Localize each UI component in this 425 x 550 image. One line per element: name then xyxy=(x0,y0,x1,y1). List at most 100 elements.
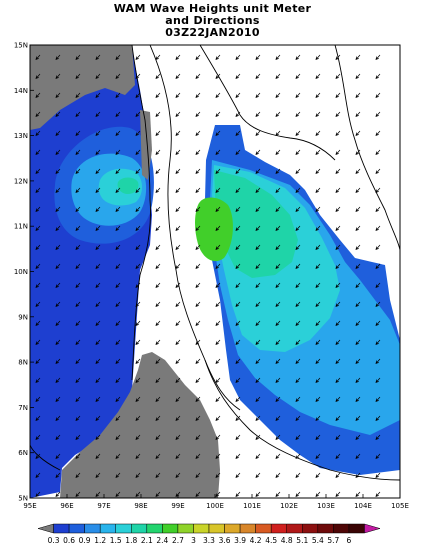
direction-arrow xyxy=(95,339,101,346)
direction-arrow xyxy=(215,149,221,156)
direction-arrow xyxy=(75,434,81,441)
direction-arrow xyxy=(35,472,41,479)
direction-arrow xyxy=(295,491,301,498)
direction-arrow xyxy=(35,339,41,346)
direction-arrow xyxy=(35,168,41,175)
direction-arrow xyxy=(335,149,341,156)
colorbar-swatch xyxy=(255,523,272,534)
lat-label-15N: 15N xyxy=(14,42,28,50)
direction-arrow xyxy=(195,187,201,194)
direction-arrow xyxy=(135,339,141,346)
direction-arrow xyxy=(135,187,141,194)
direction-arrow xyxy=(135,111,141,118)
direction-arrow xyxy=(195,320,201,327)
direction-arrow xyxy=(315,168,321,175)
direction-arrow xyxy=(215,263,221,270)
direction-arrow xyxy=(115,453,121,460)
direction-arrow xyxy=(275,453,281,460)
direction-arrow xyxy=(255,339,261,346)
direction-arrow xyxy=(315,358,321,365)
direction-arrow xyxy=(195,263,201,270)
direction-arrow xyxy=(155,320,161,327)
direction-arrow xyxy=(135,320,141,327)
direction-arrow xyxy=(235,206,241,213)
direction-arrow xyxy=(55,377,61,384)
direction-arrow xyxy=(295,168,301,175)
direction-arrow xyxy=(375,339,381,346)
colorbar-label-0.9: 0.9 xyxy=(79,536,91,545)
colorbar-swatch xyxy=(162,523,179,534)
direction-arrow xyxy=(135,472,141,479)
coastlines xyxy=(30,45,400,481)
direction-arrow xyxy=(95,396,101,403)
direction-arrow xyxy=(275,301,281,308)
direction-arrow xyxy=(335,491,341,498)
direction-arrow xyxy=(95,111,101,118)
direction-arrow xyxy=(295,130,301,137)
colorbar-swatch xyxy=(84,523,101,534)
direction-arrow xyxy=(335,168,341,175)
direction-arrow xyxy=(295,92,301,99)
colorbar-swatch xyxy=(348,523,365,534)
direction-arrow xyxy=(75,301,81,308)
direction-arrow xyxy=(295,73,301,80)
direction-arrow xyxy=(255,73,261,80)
colorbar-swatch xyxy=(99,523,116,534)
direction-arrow xyxy=(335,320,341,327)
direction-arrow xyxy=(375,377,381,384)
direction-arrow xyxy=(335,263,341,270)
direction-arrow xyxy=(235,244,241,251)
direction-arrow xyxy=(375,301,381,308)
direction-arrow xyxy=(355,244,361,251)
direction-arrow xyxy=(355,168,361,175)
direction-arrow xyxy=(355,92,361,99)
colorbar-swatch xyxy=(115,523,132,534)
colorbar-label-5.7: 5.7 xyxy=(327,536,339,545)
direction-arrow xyxy=(255,130,261,137)
direction-arrow xyxy=(315,415,321,422)
direction-arrow xyxy=(315,225,321,232)
direction-arrow xyxy=(35,415,41,422)
direction-arrow xyxy=(95,415,101,422)
direction-arrow xyxy=(115,225,121,232)
lon-label-105E: 105E xyxy=(391,502,409,510)
direction-arrow xyxy=(335,282,341,289)
direction-arrow xyxy=(155,92,161,99)
direction-arrow xyxy=(35,358,41,365)
longitude-labels: 95E 96E 97E 98E 99E 100E 101E 102E 103E 104E 105E xyxy=(23,494,409,510)
direction-arrow xyxy=(355,111,361,118)
direction-arrow xyxy=(235,130,241,137)
direction-arrow xyxy=(135,415,141,422)
direction-arrow xyxy=(355,301,361,308)
direction-arrow xyxy=(275,434,281,441)
colorbar-swatch xyxy=(302,523,319,534)
direction-arrow xyxy=(115,320,121,327)
direction-arrow xyxy=(215,73,221,80)
direction-arrow xyxy=(115,472,121,479)
colorbar-label-0.3: 0.3 xyxy=(48,536,60,545)
direction-arrow xyxy=(75,472,81,479)
direction-arrow xyxy=(115,206,121,213)
colorbar-swatch xyxy=(131,523,148,534)
direction-arrow xyxy=(115,168,121,175)
direction-arrow xyxy=(175,282,181,289)
colorbar-label-3: 3 xyxy=(191,536,196,545)
direction-arrow xyxy=(275,339,281,346)
direction-arrow xyxy=(335,358,341,365)
direction-arrow xyxy=(95,187,101,194)
direction-arrow xyxy=(95,92,101,99)
direction-arrow xyxy=(135,396,141,403)
direction-arrow xyxy=(135,282,141,289)
direction-arrow xyxy=(135,54,141,61)
direction-arrow xyxy=(95,263,101,270)
direction-arrow xyxy=(55,149,61,156)
direction-arrow xyxy=(255,149,261,156)
title-line1: WAM Wave Heights unit Meter xyxy=(113,2,312,15)
lon-label-99E: 99E xyxy=(171,502,184,510)
lat-label-11N: 11N xyxy=(14,223,28,231)
direction-arrow xyxy=(115,396,121,403)
direction-arrow xyxy=(215,92,221,99)
colorbar-swatch xyxy=(239,523,256,534)
direction-arrow xyxy=(175,92,181,99)
